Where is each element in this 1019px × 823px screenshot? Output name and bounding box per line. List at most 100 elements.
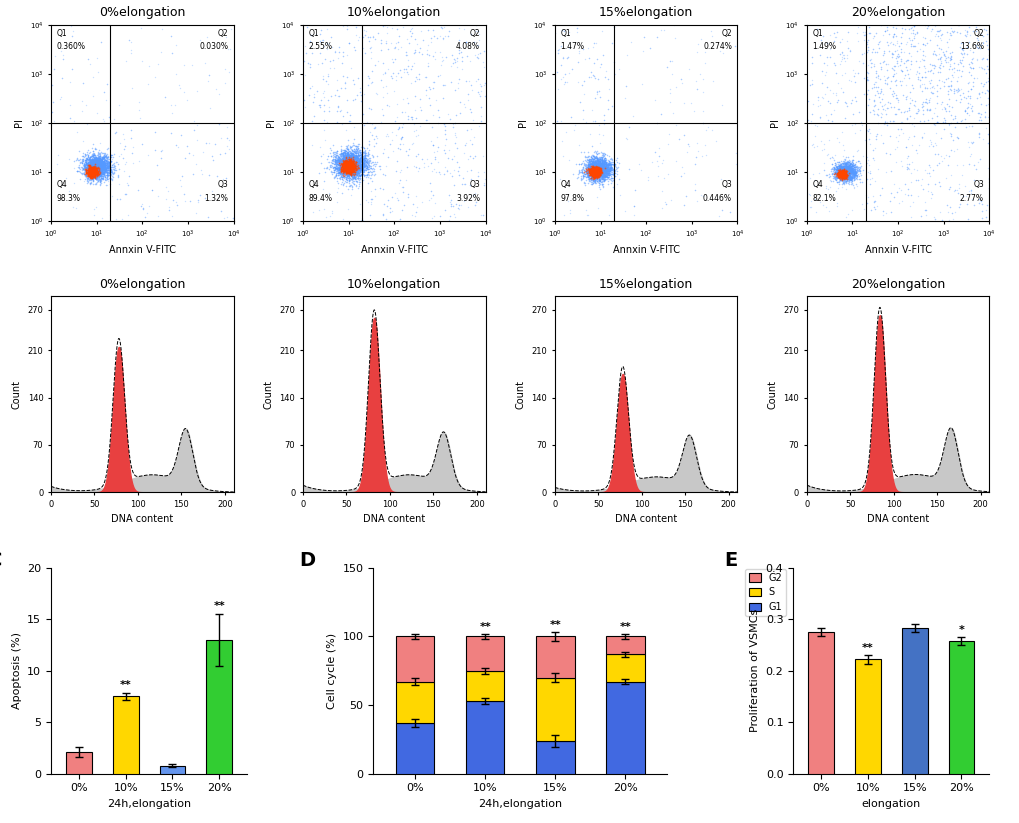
- Point: [335, 156, 352, 169]
- Point: [341, 164, 358, 177]
- Point: [208, 170, 224, 183]
- Point: [342, 161, 359, 174]
- Point: [82, 164, 98, 177]
- Point: [864, 81, 880, 94]
- Point: [101, 158, 117, 171]
- Point: [92, 162, 108, 175]
- Point: [471, 77, 487, 90]
- Text: 1.32%: 1.32%: [204, 194, 228, 203]
- Point: [87, 162, 103, 175]
- Point: [343, 140, 360, 153]
- Point: [336, 159, 353, 172]
- Point: [339, 163, 356, 176]
- Point: [589, 171, 605, 184]
- Point: [345, 151, 362, 165]
- Point: [580, 165, 596, 179]
- Point: [87, 166, 103, 179]
- Point: [585, 168, 601, 181]
- Point: [94, 158, 110, 171]
- Point: [352, 159, 368, 172]
- Point: [78, 159, 95, 172]
- Point: [84, 165, 100, 179]
- Point: [588, 165, 604, 179]
- Point: [593, 170, 609, 183]
- Point: [87, 165, 103, 178]
- Point: [91, 173, 107, 186]
- Point: [342, 169, 359, 182]
- Point: [356, 160, 372, 174]
- Point: [585, 168, 601, 181]
- Point: [330, 169, 346, 182]
- Point: [92, 162, 108, 175]
- Point: [84, 166, 100, 179]
- Point: [95, 151, 111, 164]
- Point: [590, 119, 606, 132]
- Point: [337, 162, 354, 175]
- Point: [335, 165, 352, 179]
- Point: [342, 153, 359, 166]
- Point: [840, 162, 856, 175]
- Point: [438, 165, 454, 178]
- Point: [420, 81, 436, 94]
- Point: [82, 169, 98, 182]
- Point: [352, 153, 368, 166]
- Point: [840, 165, 856, 178]
- Point: [361, 72, 377, 85]
- Point: [340, 156, 357, 170]
- Point: [353, 161, 369, 174]
- Point: [825, 161, 842, 174]
- Point: [338, 164, 355, 177]
- Point: [851, 160, 867, 174]
- Point: [346, 145, 363, 158]
- Point: [884, 38, 901, 51]
- Point: [82, 164, 98, 177]
- Point: [579, 165, 595, 179]
- Point: [90, 165, 106, 179]
- Point: [594, 168, 610, 181]
- Point: [834, 160, 850, 173]
- Point: [886, 64, 902, 77]
- Point: [839, 173, 855, 186]
- Point: [350, 146, 366, 159]
- Point: [477, 173, 493, 186]
- Point: [592, 158, 608, 171]
- Point: [88, 151, 104, 164]
- Point: [82, 152, 98, 165]
- Point: [354, 154, 370, 167]
- Point: [833, 165, 849, 179]
- Point: [348, 151, 365, 165]
- Point: [834, 170, 850, 184]
- Point: [84, 172, 100, 185]
- Point: [844, 166, 860, 179]
- Point: [589, 164, 605, 177]
- Point: [336, 160, 353, 173]
- Point: [81, 165, 97, 178]
- Point: [86, 158, 102, 171]
- Point: [835, 169, 851, 182]
- Point: [332, 150, 348, 163]
- Point: [89, 157, 105, 170]
- Point: [581, 154, 597, 167]
- Point: [335, 156, 352, 170]
- Point: [360, 152, 376, 165]
- Point: [337, 162, 354, 175]
- Point: [354, 152, 370, 165]
- Point: [954, 42, 970, 55]
- Point: [832, 168, 848, 181]
- Point: [590, 163, 606, 176]
- Point: [581, 162, 597, 175]
- Point: [335, 151, 352, 164]
- Point: [78, 154, 95, 167]
- Point: [832, 158, 848, 171]
- Point: [585, 166, 601, 179]
- Point: [836, 171, 852, 184]
- Point: [963, 99, 979, 112]
- Point: [842, 162, 858, 175]
- Point: [586, 167, 602, 180]
- Point: [360, 160, 376, 174]
- Point: [79, 162, 96, 175]
- Point: [82, 160, 98, 174]
- Point: [589, 87, 605, 100]
- Point: [583, 160, 599, 174]
- Point: [86, 162, 102, 175]
